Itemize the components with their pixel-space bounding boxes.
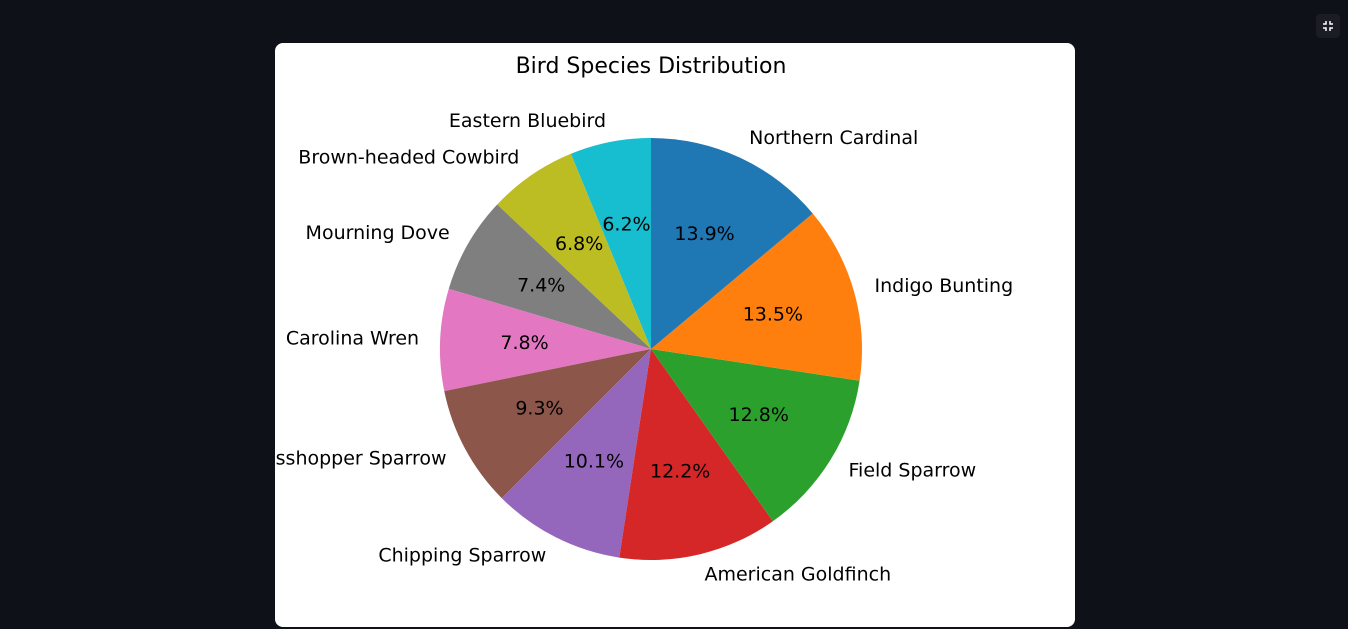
pct-label-northern-cardinal: 13.9% bbox=[674, 223, 734, 245]
pct-label-chipping-sparrow: 10.1% bbox=[564, 450, 624, 472]
chart-card: Bird Species Distribution 6.2% Eastern Bl… bbox=[275, 43, 1075, 627]
pie-slice-northern-cardinal bbox=[651, 138, 813, 349]
chart-title: Bird Species Distribution bbox=[516, 54, 787, 79]
slice-label-mourning-dove: Mourning Dove bbox=[306, 222, 450, 244]
slice-label-eastern-bluebird: Eastern Bluebird bbox=[449, 110, 606, 132]
slice-label-indigo-bunting: Indigo Bunting bbox=[874, 275, 1013, 297]
slice-label-carolina-wren: Carolina Wren bbox=[286, 327, 419, 349]
pie-slice-mourning-dove bbox=[448, 204, 651, 349]
exit-fullscreen-icon bbox=[1323, 21, 1333, 31]
pct-label-american-goldfinch: 12.2% bbox=[650, 461, 710, 483]
pct-label-mourning-dove: 7.4% bbox=[517, 274, 565, 296]
pie-slice-chipping-sparrow bbox=[501, 349, 651, 558]
slice-label-field-sparrow: Field Sparrow bbox=[849, 459, 977, 481]
pct-label-carolina-wren: 7.8% bbox=[500, 332, 548, 354]
pie-chart: Bird Species Distribution 6.2% Eastern Bl… bbox=[275, 54, 1013, 585]
pie-slice-indigo-bunting bbox=[651, 213, 863, 381]
pie-slice-brown-headed-cowbird bbox=[497, 153, 651, 349]
slice-label-grasshopper-sparrow: Grasshopper Sparrow bbox=[275, 447, 447, 469]
slice-label-american-goldfinch: American Goldfinch bbox=[704, 563, 891, 585]
slice-label-brown-headed-cowbird: Brown-headed Cowbird bbox=[298, 146, 519, 168]
pie-slice-carolina-wren bbox=[440, 288, 651, 392]
pie-slice-grasshopper-sparrow bbox=[444, 349, 651, 499]
pct-label-grasshopper-sparrow: 9.3% bbox=[515, 397, 563, 419]
pct-label-brown-headed-cowbird: 6.8% bbox=[555, 233, 603, 255]
slice-label-northern-cardinal: Northern Cardinal bbox=[749, 127, 918, 149]
pie-slice-american-goldfinch bbox=[619, 349, 773, 560]
pct-label-indigo-bunting: 13.5% bbox=[743, 303, 803, 325]
pie-slice-eastern-bluebird bbox=[570, 138, 651, 349]
pie-slice-field-sparrow bbox=[651, 349, 860, 522]
fullscreen-button[interactable] bbox=[1316, 14, 1340, 38]
slice-label-chipping-sparrow: Chipping Sparrow bbox=[378, 545, 546, 567]
pct-label-eastern-bluebird: 6.2% bbox=[602, 213, 650, 235]
pct-label-field-sparrow: 12.8% bbox=[729, 404, 789, 426]
